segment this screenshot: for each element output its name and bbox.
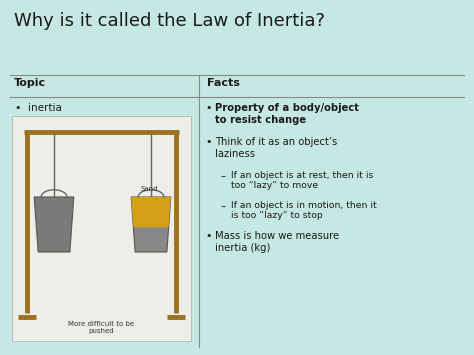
Polygon shape [131,197,171,252]
Text: •: • [205,231,211,241]
Text: Facts: Facts [207,78,240,88]
Text: inertia: inertia [28,103,62,113]
Text: •: • [205,103,211,113]
Text: If an object is in motion, then it
is too “lazy” to stop: If an object is in motion, then it is to… [231,201,377,220]
Text: Think of it as an object’s
laziness: Think of it as an object’s laziness [215,137,337,159]
Text: If an object is at rest, then it is
too “lazy” to move: If an object is at rest, then it is too … [231,171,374,190]
Text: –: – [221,201,226,211]
Text: –: – [221,171,226,181]
Text: •: • [205,137,211,147]
Text: Why is it called the Law of Inertia?: Why is it called the Law of Inertia? [14,12,325,30]
Polygon shape [131,197,171,227]
FancyBboxPatch shape [12,116,191,341]
Text: Mass is how we measure
inertia (kg): Mass is how we measure inertia (kg) [215,231,339,253]
Text: Sand: Sand [141,186,158,192]
Text: Topic: Topic [14,78,46,88]
Text: More difficult to be
pushed: More difficult to be pushed [68,321,135,334]
Text: •: • [14,103,20,113]
Polygon shape [34,197,74,252]
Text: Property of a body/object
to resist change: Property of a body/object to resist chan… [215,103,359,125]
